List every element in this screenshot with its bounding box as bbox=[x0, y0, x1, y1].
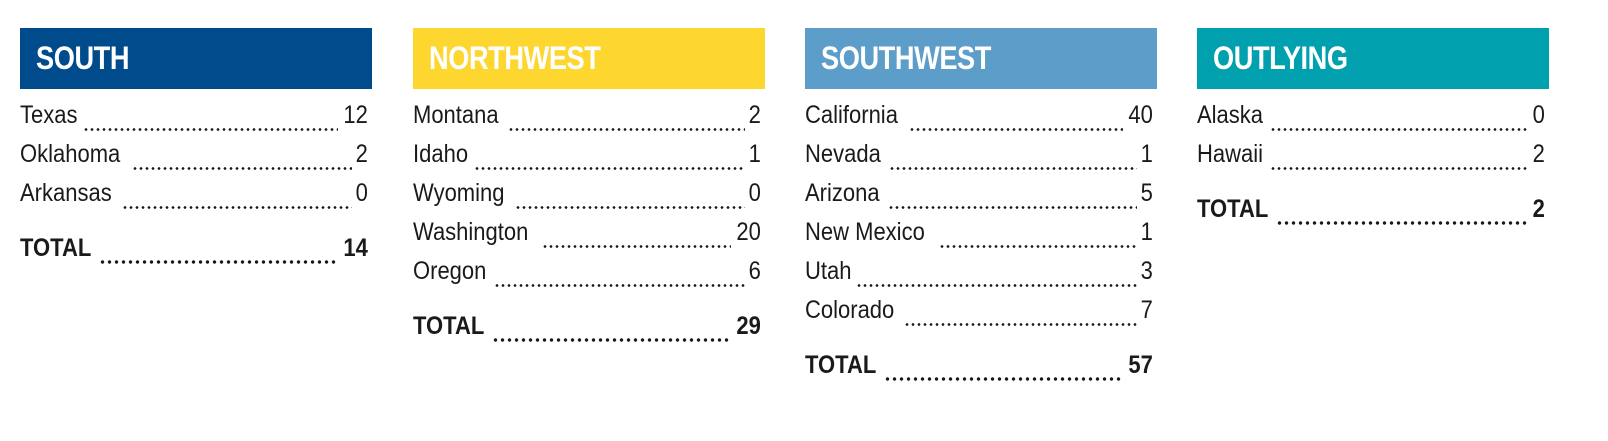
state-row: New Mexico 1 bbox=[805, 218, 1157, 257]
row-label: Texas bbox=[20, 101, 78, 129]
row-label: Alaska bbox=[1197, 101, 1264, 129]
state-row: Montana 2 bbox=[413, 101, 765, 140]
region-column: SOUTH Texas 12 Oklahoma 2 Arkansas 0 TOTAL 14 bbox=[20, 28, 372, 273]
state-row: Oklahoma 2 bbox=[20, 140, 372, 179]
dot-leader bbox=[887, 206, 1138, 209]
total-row: TOTAL 57 bbox=[805, 351, 1157, 390]
row-label: Nevada bbox=[805, 140, 881, 168]
total-row: TOTAL 14 bbox=[20, 234, 372, 273]
region-header: SOUTH bbox=[20, 28, 372, 89]
row-label: TOTAL bbox=[1197, 195, 1269, 223]
row-value: 57 bbox=[1128, 351, 1153, 379]
state-row: Arizona 5 bbox=[805, 179, 1157, 218]
region-column: NORTHWEST Montana 2 Idaho 1 Wyoming 0 Washingto… bbox=[413, 28, 765, 351]
row-label: Wyoming bbox=[413, 179, 505, 207]
region-title: NORTHWEST bbox=[429, 40, 601, 76]
state-row: California 40 bbox=[805, 101, 1157, 140]
dot-leader bbox=[1276, 221, 1530, 225]
row-value: 0 bbox=[355, 179, 368, 207]
region-title: SOUTH bbox=[36, 40, 130, 76]
dot-leader bbox=[542, 245, 732, 248]
state-row: Nevada 1 bbox=[805, 140, 1157, 179]
row-label: Arkansas bbox=[20, 179, 112, 207]
region-column: OUTLYING Alaska 0 Hawaii 2 TOTAL 2 bbox=[1197, 28, 1549, 234]
dot-leader bbox=[492, 338, 732, 342]
row-value: 29 bbox=[736, 312, 761, 340]
dot-leader bbox=[1270, 167, 1530, 170]
total-row: TOTAL 29 bbox=[413, 312, 765, 351]
row-value: 0 bbox=[748, 179, 761, 207]
row-label: TOTAL bbox=[20, 234, 92, 262]
row-label: Washington bbox=[413, 218, 529, 246]
row-value: 14 bbox=[343, 234, 368, 262]
dot-leader bbox=[122, 206, 353, 209]
state-row: Utah 3 bbox=[805, 257, 1157, 296]
dot-leader bbox=[494, 284, 746, 287]
dot-leader bbox=[514, 206, 746, 209]
dot-leader bbox=[99, 260, 339, 264]
row-value: 7 bbox=[1140, 296, 1153, 324]
row-value: 6 bbox=[748, 257, 761, 285]
region-header: SOUTHWEST bbox=[805, 28, 1157, 89]
row-label: California bbox=[805, 101, 898, 129]
total-row: TOTAL 2 bbox=[1197, 195, 1549, 234]
row-value: 20 bbox=[736, 218, 761, 246]
dot-leader bbox=[473, 167, 746, 170]
region-list: Texas 12 Oklahoma 2 Arkansas 0 TOTAL 14 bbox=[20, 101, 372, 273]
region-header: OUTLYING bbox=[1197, 28, 1549, 89]
region-title: OUTLYING bbox=[1213, 40, 1348, 76]
row-value: 2 bbox=[748, 101, 761, 129]
dot-leader bbox=[904, 323, 1138, 326]
dot-leader bbox=[1270, 128, 1530, 131]
row-label: Oregon bbox=[413, 257, 487, 285]
dot-leader bbox=[83, 128, 339, 131]
row-label: TOTAL bbox=[413, 312, 485, 340]
row-value: 3 bbox=[1140, 257, 1153, 285]
dot-leader bbox=[889, 167, 1138, 170]
row-value: 12 bbox=[343, 101, 368, 129]
row-value: 1 bbox=[1140, 140, 1153, 168]
row-label: Colorado bbox=[805, 296, 895, 324]
region-column: SOUTHWEST California 40 Nevada 1 Arizona 5 New … bbox=[805, 28, 1157, 390]
region-list: Montana 2 Idaho 1 Wyoming 0 Washington 20 Oregon… bbox=[413, 101, 765, 351]
region-list: Alaska 0 Hawaii 2 TOTAL 2 bbox=[1197, 101, 1549, 234]
row-label: New Mexico bbox=[805, 218, 925, 246]
row-label: Oklahoma bbox=[20, 140, 121, 168]
row-label: Hawaii bbox=[1197, 140, 1264, 168]
dot-leader bbox=[508, 128, 746, 131]
state-row: Idaho 1 bbox=[413, 140, 765, 179]
row-label: Montana bbox=[413, 101, 499, 129]
row-value: 2 bbox=[355, 140, 368, 168]
state-row: Wyoming 0 bbox=[413, 179, 765, 218]
row-label: Idaho bbox=[413, 140, 469, 168]
row-value: 1 bbox=[748, 140, 761, 168]
region-header: NORTHWEST bbox=[413, 28, 765, 89]
row-value: 40 bbox=[1128, 101, 1153, 129]
dot-leader bbox=[884, 377, 1124, 381]
region-list: California 40 Nevada 1 Arizona 5 New Mexico 1 Ut… bbox=[805, 101, 1157, 390]
row-value: 2 bbox=[1532, 195, 1545, 223]
row-value: 1 bbox=[1140, 218, 1153, 246]
dot-leader bbox=[908, 128, 1124, 131]
row-label: Arizona bbox=[805, 179, 880, 207]
dot-leader bbox=[131, 167, 353, 170]
row-value: 0 bbox=[1532, 101, 1545, 129]
row-label: Utah bbox=[805, 257, 852, 285]
row-label: TOTAL bbox=[805, 351, 877, 379]
row-value: 2 bbox=[1532, 140, 1545, 168]
region-title: SOUTHWEST bbox=[821, 40, 991, 76]
dot-leader bbox=[939, 245, 1138, 248]
state-row: Colorado 7 bbox=[805, 296, 1157, 335]
state-row: Washington 20 bbox=[413, 218, 765, 257]
row-value: 5 bbox=[1140, 179, 1153, 207]
state-row: Oregon 6 bbox=[413, 257, 765, 296]
dot-leader bbox=[855, 284, 1138, 287]
state-row: Hawaii 2 bbox=[1197, 140, 1549, 179]
state-row: Arkansas 0 bbox=[20, 179, 372, 218]
state-row: Texas 12 bbox=[20, 101, 372, 140]
state-row: Alaska 0 bbox=[1197, 101, 1549, 140]
